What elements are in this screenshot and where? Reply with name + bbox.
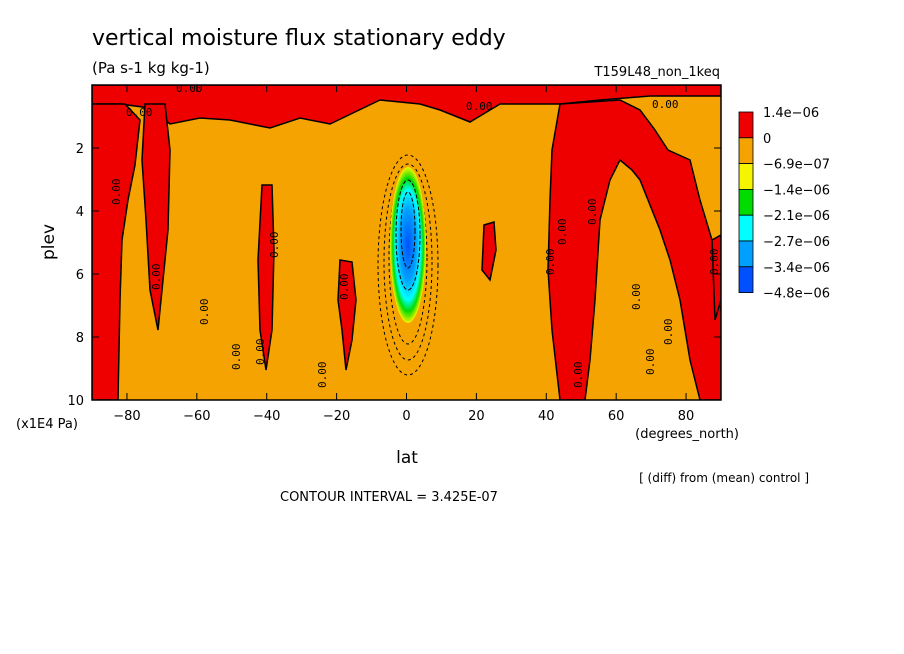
contour-label: 0.00	[662, 319, 675, 346]
contour-label: 0.00	[338, 274, 351, 301]
y-tick-label: 6	[76, 268, 84, 283]
contour-labels: 0.00 0.00 0.00 0.00 0.00 0.00 0.00 0.00 …	[110, 82, 721, 389]
contour-label: 0.00	[126, 106, 153, 119]
x-tick-label: −80	[113, 409, 140, 424]
experiment-label: T159L48_non_1keq	[593, 65, 720, 80]
x-axis-label: lat	[396, 448, 418, 468]
x-tick-label: 60	[608, 409, 625, 424]
contour-label: 0.00	[110, 179, 123, 206]
legend-swatch	[738, 214, 754, 242]
y-axis-label: plev	[39, 224, 59, 260]
legend-swatch	[738, 111, 754, 139]
x-axis-units: (degrees_north)	[635, 427, 739, 442]
legend-label: −2.1e−06	[763, 209, 830, 224]
x-axis: −80 −60 −40 −20 0 20 40 60 80	[113, 85, 694, 424]
legend-swatch	[738, 188, 754, 216]
x-tick-label: −20	[323, 409, 350, 424]
plot-area: 0.00 0.00 0.00 0.00 0.00 0.00 0.00 0.00 …	[92, 82, 721, 400]
contour-label: 0.00	[644, 349, 657, 376]
legend-label: 0	[763, 132, 771, 147]
legend-swatch	[738, 240, 754, 268]
contour-label: 0.00	[316, 362, 329, 389]
y-tick-label: 2	[76, 142, 84, 157]
x-tick-label: 40	[538, 409, 555, 424]
contour-label: 0.00	[176, 82, 203, 95]
y-axis-units: (x1E4 Pa)	[16, 417, 78, 432]
x-tick-label: 80	[678, 409, 695, 424]
legend-label: −3.4e−06	[763, 261, 830, 276]
legend-swatch	[738, 163, 754, 190]
legend-label: −2.7e−06	[763, 235, 830, 250]
x-tick-label: 0	[402, 409, 410, 424]
y-tick-label: 4	[76, 205, 84, 220]
legend-swatch	[738, 137, 754, 165]
negative-minimum	[390, 167, 426, 323]
contour-label: 0.00	[230, 344, 243, 371]
x-tick-label: 20	[468, 409, 485, 424]
contour-label: 0.00	[708, 249, 721, 276]
y-axis: 2 4 6 8 10	[67, 142, 721, 409]
color-legend: 1.4e−06 0 −6.9e−07 −1.4e−06 −2.1e−06 −2.7e−06…	[738, 106, 830, 302]
contour-label: 0.00	[652, 98, 679, 111]
negative-inner-contours	[395, 179, 421, 291]
contour-label: 0.00	[466, 100, 493, 113]
contour-label: 0.00	[268, 232, 281, 259]
chart-title: vertical moisture flux stationary eddy	[92, 26, 506, 51]
contour-interval: CONTOUR INTERVAL = 3.425E-07	[280, 490, 498, 505]
legend-label: −1.4e−06	[763, 183, 830, 198]
contour-label: 0.00	[572, 362, 585, 389]
difference-note: [ (diff) from (mean) control ]	[639, 471, 809, 485]
contour-label: 0.00	[254, 339, 267, 366]
positive-regions	[92, 85, 721, 400]
x-tick-label: −60	[183, 409, 210, 424]
contour-label: 0.00	[556, 219, 569, 246]
x-tick-label: −40	[253, 409, 280, 424]
legend-label: 1.4e−06	[763, 106, 819, 121]
legend-swatch	[738, 266, 754, 293]
y-tick-label: 8	[76, 331, 84, 346]
contour-label: 0.00	[198, 299, 211, 326]
contour-label: 0.00	[150, 264, 163, 291]
contour-label: 0.00	[544, 249, 557, 276]
chart-subtitle: (Pa s-1 kg kg-1)	[92, 59, 210, 77]
y-tick-label: 10	[67, 394, 84, 409]
legend-label: −4.8e−06	[763, 287, 830, 302]
contour-label: 0.00	[630, 284, 643, 311]
legend-label: −6.9e−07	[763, 158, 830, 173]
contour-label: 0.00	[586, 199, 599, 226]
